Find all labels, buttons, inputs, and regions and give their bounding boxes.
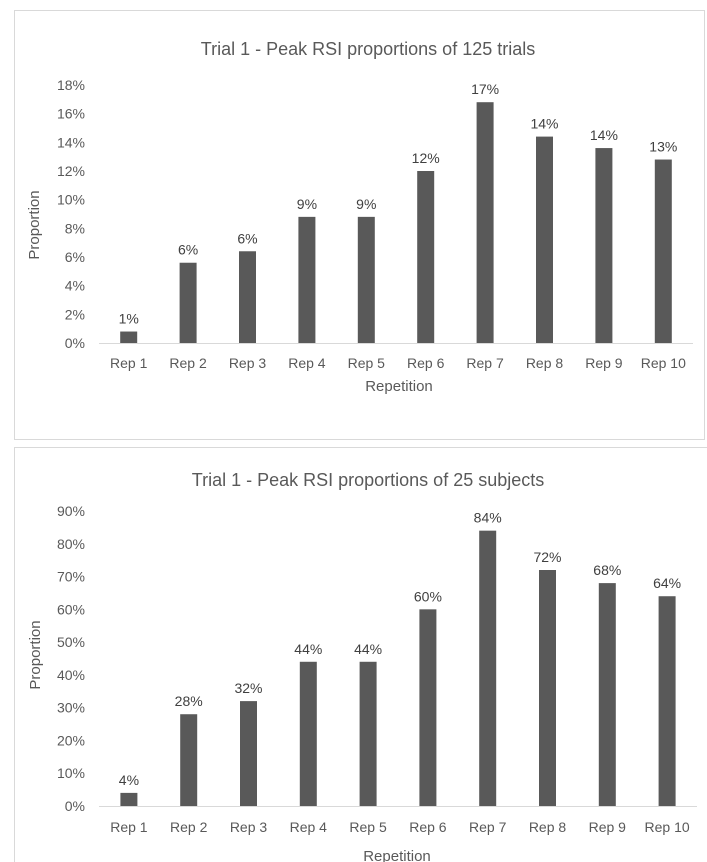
x-tick-label-5: Rep 5 <box>348 355 386 371</box>
bar-6 <box>419 609 437 806</box>
y-tick-label: 20% <box>57 732 85 748</box>
y-tick-label: 40% <box>57 667 85 683</box>
x-tick-label-8: Rep 8 <box>526 355 564 371</box>
bar-8 <box>536 136 553 343</box>
chart-panel-25-subjects: Trial 1 - Peak RSI proportions of 25 sub… <box>14 447 707 862</box>
y-tick-label: 90% <box>57 503 85 519</box>
x-tick-label-3: Rep 3 <box>229 355 267 371</box>
y-tick-label: 14% <box>57 134 85 150</box>
data-label-9: 14% <box>590 127 618 143</box>
x-tick-label-7: Rep 7 <box>469 819 507 835</box>
bar-3 <box>239 251 256 343</box>
y-tick-label: 4% <box>65 278 85 294</box>
x-tick-label-3: Rep 3 <box>230 819 268 835</box>
chart-title: Trial 1 - Peak RSI proportions of 125 tr… <box>201 39 535 59</box>
y-tick-label: 12% <box>57 163 85 179</box>
data-label-2: 28% <box>175 693 203 709</box>
y-tick-label: 60% <box>57 601 85 617</box>
data-label-3: 32% <box>234 680 262 696</box>
x-axis-label: Repetition <box>365 378 433 395</box>
x-tick-label-1: Rep 1 <box>110 819 148 835</box>
data-label-5: 9% <box>356 196 376 212</box>
x-tick-label-4: Rep 4 <box>288 355 326 371</box>
chart-title: Trial 1 - Peak RSI proportions of 25 sub… <box>192 470 545 490</box>
y-tick-label: 30% <box>57 700 85 716</box>
bar-8 <box>539 570 556 806</box>
bar-7 <box>476 102 494 343</box>
data-label-6: 12% <box>412 150 440 166</box>
y-axis-label: Proportion <box>26 190 43 259</box>
data-label-7: 17% <box>471 81 499 97</box>
data-label-7: 84% <box>474 510 502 526</box>
y-tick-label: 2% <box>65 306 85 322</box>
y-tick-label: 0% <box>65 798 85 814</box>
bar-10 <box>654 159 672 343</box>
data-label-8: 72% <box>533 549 561 565</box>
bar-5 <box>357 216 375 343</box>
bar-chart-125-trials: Trial 1 - Peak RSI proportions of 125 tr… <box>26 39 693 395</box>
x-tick-label-2: Rep 2 <box>170 819 208 835</box>
y-tick-label: 16% <box>57 106 85 122</box>
y-tick-label: 80% <box>57 536 85 552</box>
y-tick-label: 6% <box>65 249 85 265</box>
y-tick-label: 18% <box>57 77 85 93</box>
y-tick-label: 50% <box>57 634 85 650</box>
bar-10 <box>658 596 676 806</box>
y-tick-label: 8% <box>65 220 85 236</box>
data-label-3: 6% <box>237 230 257 246</box>
bar-1 <box>120 331 138 343</box>
x-tick-label-6: Rep 6 <box>409 819 447 835</box>
bar-9 <box>595 148 613 343</box>
data-label-4: 44% <box>294 641 322 657</box>
data-label-5: 44% <box>354 641 382 657</box>
y-axis-label: Proportion <box>27 620 44 689</box>
x-tick-label-1: Rep 1 <box>110 355 148 371</box>
bar-2 <box>180 714 198 806</box>
data-label-4: 9% <box>297 196 317 212</box>
data-label-10: 13% <box>649 139 677 155</box>
bar-4 <box>299 661 317 806</box>
bar-5 <box>359 661 377 806</box>
bar-9 <box>598 583 616 806</box>
x-tick-label-2: Rep 2 <box>169 355 207 371</box>
data-label-9: 68% <box>593 562 621 578</box>
data-label-2: 6% <box>178 242 198 258</box>
bar-6 <box>417 171 435 343</box>
data-label-10: 64% <box>653 575 681 591</box>
y-tick-label: 70% <box>57 569 85 585</box>
x-tick-label-9: Rep 9 <box>585 355 623 371</box>
x-tick-label-9: Rep 9 <box>589 819 627 835</box>
bar-2 <box>179 262 197 343</box>
bar-3 <box>240 701 257 806</box>
bar-7 <box>479 530 497 806</box>
x-tick-label-7: Rep 7 <box>466 355 504 371</box>
bar-1 <box>120 792 138 806</box>
y-tick-label: 10% <box>57 765 85 781</box>
x-tick-label-8: Rep 8 <box>529 819 567 835</box>
data-label-1: 1% <box>119 311 139 327</box>
y-tick-label: 0% <box>65 335 85 351</box>
x-tick-label-10: Rep 10 <box>645 819 690 835</box>
x-tick-label-4: Rep 4 <box>290 819 328 835</box>
x-tick-label-6: Rep 6 <box>407 355 445 371</box>
chart-panel-125-trials: Trial 1 - Peak RSI proportions of 125 tr… <box>14 10 705 440</box>
data-label-8: 14% <box>530 116 558 132</box>
data-label-1: 4% <box>119 772 139 788</box>
bar-chart-25-subjects: Trial 1 - Peak RSI proportions of 25 sub… <box>27 470 697 862</box>
x-tick-label-10: Rep 10 <box>641 355 686 371</box>
x-axis-label: Repetition <box>363 848 431 862</box>
bar-4 <box>298 216 316 343</box>
y-tick-label: 10% <box>57 192 85 208</box>
data-label-6: 60% <box>414 588 442 604</box>
x-tick-label-5: Rep 5 <box>349 819 387 835</box>
